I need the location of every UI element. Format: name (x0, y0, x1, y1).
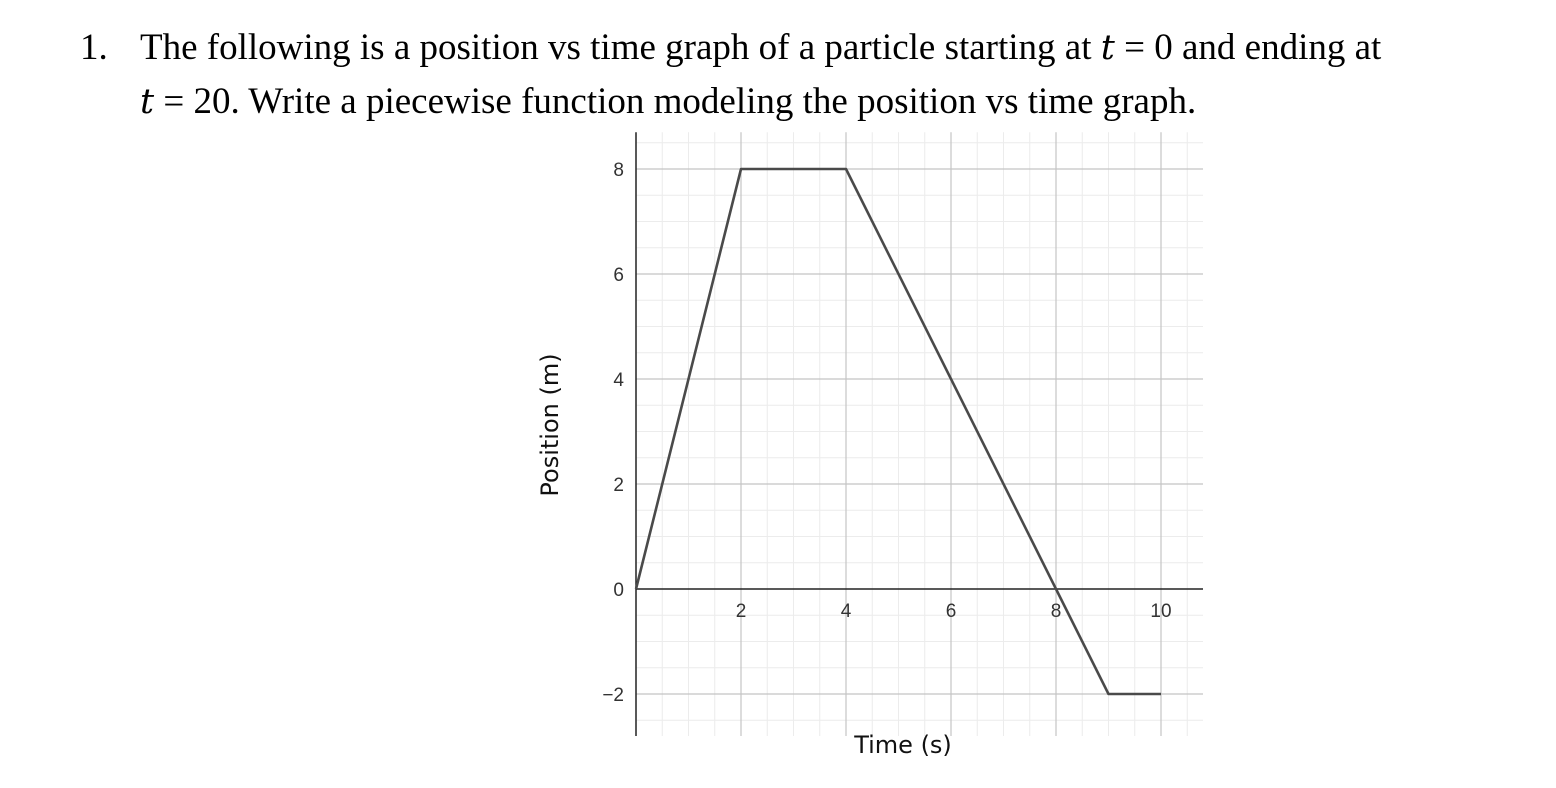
x-tick-label: 10 (1150, 601, 1171, 622)
x-tick-label: 8 (1051, 601, 1062, 622)
math-variable-t: t (140, 82, 155, 122)
y-tick-label: 0 (613, 580, 624, 601)
axes (635, 132, 1203, 736)
x-tick-label: 4 (841, 601, 852, 622)
y-axis-label: Position (m) (536, 353, 564, 496)
position-line (634, 167, 1161, 696)
y-tick-label: 2 (613, 475, 624, 496)
y-tick-label: 6 (613, 265, 624, 286)
x-tick-label: 2 (736, 601, 747, 622)
question-text-part: The following is a position vs time grap… (140, 27, 1101, 68)
x-axis-label: Time (s) (853, 731, 952, 759)
math-equals-zero: = 0 (1114, 27, 1173, 68)
x-tick-label: 6 (946, 601, 957, 622)
math-variable-t: t (1100, 28, 1115, 68)
y-tick-label: −2 (602, 685, 624, 706)
y-tick-label: 8 (613, 160, 624, 181)
minor-grid (636, 132, 1203, 736)
y-tick-label: 4 (613, 370, 624, 391)
question-text-part: . Write a piecewise function modeling th… (230, 81, 1197, 122)
major-grid (636, 132, 1203, 736)
question-text-part: and ending at (1172, 27, 1382, 68)
question-line-2: t = 20. Write a piecewise function model… (140, 75, 1196, 129)
math-equals-twenty: = 20 (154, 81, 231, 122)
tick-labels: 2 4 6 8 10 −2 0 2 4 6 8 (602, 160, 1171, 706)
question-number: 1. (80, 27, 108, 68)
